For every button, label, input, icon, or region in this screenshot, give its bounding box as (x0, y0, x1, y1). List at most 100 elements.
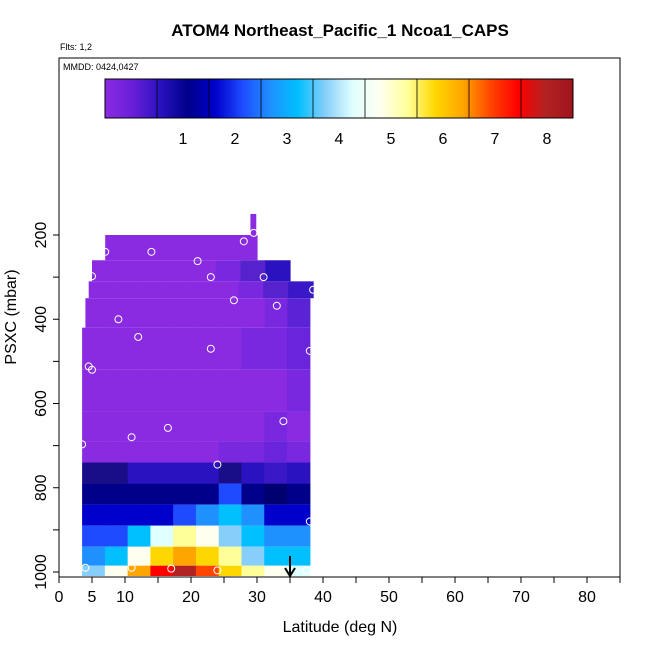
observation-point (127, 563, 136, 572)
heatmap-cell (104, 525, 129, 547)
heatmap-cell (152, 298, 176, 328)
observation-point (134, 332, 143, 341)
heatmap-cell (195, 441, 220, 463)
heatmap-cell (82, 441, 106, 463)
observation-point (206, 344, 215, 353)
heatmap-cell (127, 546, 152, 566)
heatmap-cell (82, 327, 106, 370)
flights-label: Flts: 1,2 (60, 42, 92, 52)
heatmap-cell (173, 327, 197, 370)
heatmap-cell (241, 411, 265, 442)
heatmap-cell (116, 260, 143, 282)
colorbar-tick-label: 4 (335, 131, 344, 148)
heatmap-cell (127, 525, 152, 547)
heatmap-cell (107, 298, 131, 328)
heatmap-cell (85, 298, 109, 328)
colorbar-frame (104, 78, 574, 119)
heatmap-cells (82, 213, 314, 576)
heatmap-cell (127, 483, 152, 505)
observation-point (279, 417, 288, 426)
heatmap-cell (287, 525, 311, 547)
colorbar: 1 2 3 4 5 6 7 8 (104, 78, 574, 148)
heatmap-cell (181, 235, 207, 261)
x-axis: 0 5 10 20 30 40 50 60 70 80 (55, 577, 621, 606)
heatmap-cell (264, 327, 288, 370)
heatmap-cell (104, 504, 129, 526)
heatmap-cell (104, 483, 129, 505)
heatmap-cell (188, 281, 214, 299)
heatmap-cell (173, 546, 197, 566)
observation-point (88, 272, 96, 281)
heatmap-cell (127, 504, 152, 526)
observation-point (167, 564, 176, 573)
heatmap-cell (141, 260, 167, 282)
heatmap-cell (150, 369, 174, 412)
heatmap-cell (82, 546, 106, 566)
heatmap-cell (287, 483, 311, 505)
observation-point (193, 257, 202, 266)
x-tick-label: 80 (578, 589, 596, 606)
heatmap-cell (197, 298, 221, 328)
x-tick-label: 70 (512, 589, 530, 606)
heatmap-cell (150, 441, 174, 463)
heatmap-cell (264, 525, 288, 547)
heatmap-cell (195, 462, 220, 484)
heatmap-cell (195, 546, 220, 566)
heatmap-cell (104, 327, 129, 370)
heatmap-cell (264, 565, 288, 576)
heatmap-cell (104, 546, 129, 566)
heatmap-cell (263, 281, 289, 299)
observation-point (127, 433, 136, 442)
heatmap-cell (265, 260, 291, 282)
heatmap-cell (218, 327, 243, 370)
heatmap-cell (264, 369, 288, 412)
heatmap-cell (82, 504, 106, 526)
colorbar-tick-label: 7 (491, 131, 500, 148)
heatmap-cell (264, 462, 288, 484)
observation-point (259, 273, 268, 282)
heatmap-cell (104, 411, 129, 442)
heatmap-cell (82, 525, 106, 547)
x-tick-label: 50 (380, 589, 398, 606)
heatmap-cell (220, 298, 244, 328)
heatmap-cell (82, 411, 106, 442)
heatmap-cell (173, 462, 197, 484)
heatmap-cell (241, 483, 265, 505)
heatmap-cell (113, 281, 140, 299)
heatmap-cell (82, 483, 106, 505)
y-axis-title: PSXC (mbar) (3, 269, 20, 364)
heatmap-cell (264, 483, 288, 505)
heatmap-cell (287, 411, 311, 442)
y-tick-label: 1000 (33, 554, 50, 590)
observation-point (78, 440, 87, 449)
heatmap-cell (195, 525, 220, 547)
colorbar-tick-label: 8 (543, 131, 552, 148)
heatmap-cell (175, 298, 199, 328)
heatmap-cell (173, 441, 197, 463)
observation-point (213, 460, 222, 469)
heatmap-cell (150, 565, 174, 576)
heatmap-cell (241, 369, 265, 412)
heatmap-cell (130, 298, 154, 328)
heatmap-cell (166, 260, 192, 282)
heatmap-cell (264, 298, 288, 328)
heatmap-cell (155, 235, 182, 261)
heatmap-cell (287, 504, 311, 526)
x-tick-label: 40 (314, 589, 332, 606)
observation-point (239, 237, 248, 246)
heatmap-cell (241, 441, 265, 463)
latitude-marker-arrow (284, 556, 296, 578)
heatmap-cell (173, 525, 197, 547)
heatmap-cell (288, 281, 314, 299)
heatmap-cell (241, 565, 265, 576)
observation-point (114, 315, 123, 324)
observation-point (147, 247, 156, 256)
heatmap-cell (218, 411, 243, 442)
heatmap-cell (264, 546, 288, 566)
x-tick-label: 0 (55, 589, 64, 606)
observation-point (309, 285, 318, 294)
heatmap-cell (104, 565, 129, 576)
heatmap-cell (173, 483, 197, 505)
x-tick-label: 20 (182, 589, 200, 606)
heatmap-cell (195, 483, 220, 505)
